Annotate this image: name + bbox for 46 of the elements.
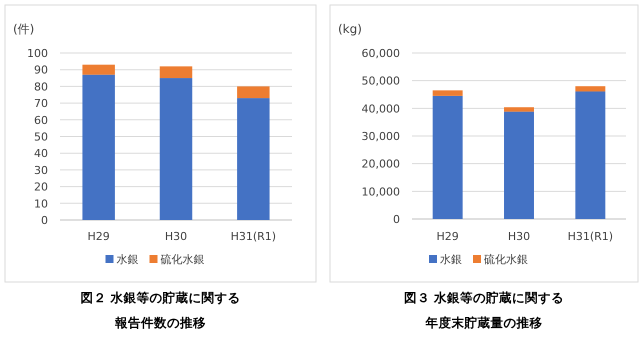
y-tick-label: 50,000 bbox=[362, 74, 400, 88]
legend-label: 硫化水銀 bbox=[160, 253, 204, 266]
bar bbox=[160, 78, 192, 220]
text: 年度末貯蔵量の推移 bbox=[424, 315, 542, 330]
bar bbox=[504, 112, 534, 219]
y-tick-label: 90 bbox=[34, 64, 48, 77]
bar bbox=[160, 66, 192, 78]
y-tick-label: 30,000 bbox=[362, 130, 400, 143]
y-tick-label: 50 bbox=[34, 130, 48, 144]
text: 図３ 水銀等の貯蔵に関する bbox=[404, 290, 564, 305]
bar bbox=[575, 91, 606, 219]
text: 報告件数の推移 bbox=[114, 315, 206, 330]
y-tick-label: 60 bbox=[34, 114, 48, 127]
bar bbox=[237, 86, 270, 98]
y-tick-label: 80 bbox=[34, 80, 48, 94]
y-tick-label: 0 bbox=[393, 213, 400, 226]
x-tick-label: H29 bbox=[88, 230, 110, 243]
y-tick-label: 60,000 bbox=[362, 47, 400, 60]
x-tick-label: H31(R1) bbox=[568, 230, 614, 243]
x-tick-label: H29 bbox=[436, 230, 459, 243]
x-tick-label: H31(R1) bbox=[230, 230, 276, 243]
y-tick-label: 30 bbox=[34, 164, 48, 177]
bar bbox=[432, 90, 463, 96]
y-tick-label: 20,000 bbox=[362, 158, 400, 171]
x-tick-label: H30 bbox=[164, 230, 188, 243]
legend-label: 水銀 bbox=[440, 253, 462, 266]
x-tick-label: H30 bbox=[508, 230, 530, 243]
bar bbox=[237, 98, 270, 220]
y-tick-label: 40 bbox=[34, 147, 48, 160]
y-tick-label: 70 bbox=[34, 97, 48, 110]
y-tick-label: 20 bbox=[34, 180, 48, 194]
y-tick-label: 100 bbox=[27, 47, 48, 60]
y-tick-label: 0 bbox=[41, 214, 48, 227]
bar bbox=[432, 96, 463, 219]
y-tick-label: 10 bbox=[34, 197, 48, 210]
y-axis-title: (kg) bbox=[338, 22, 362, 36]
bar bbox=[575, 86, 606, 92]
y-tick-label: 40,000 bbox=[362, 102, 400, 116]
y-axis-title: (件) bbox=[13, 22, 34, 36]
bar bbox=[82, 64, 115, 75]
bar bbox=[82, 74, 115, 220]
bar bbox=[504, 107, 534, 112]
legend-label: 水銀 bbox=[116, 253, 138, 266]
y-tick-label: 10,000 bbox=[362, 185, 400, 198]
legend-label: 硫化水銀 bbox=[484, 253, 528, 266]
text: 図２ 水銀等の貯蔵に関する bbox=[80, 290, 241, 305]
